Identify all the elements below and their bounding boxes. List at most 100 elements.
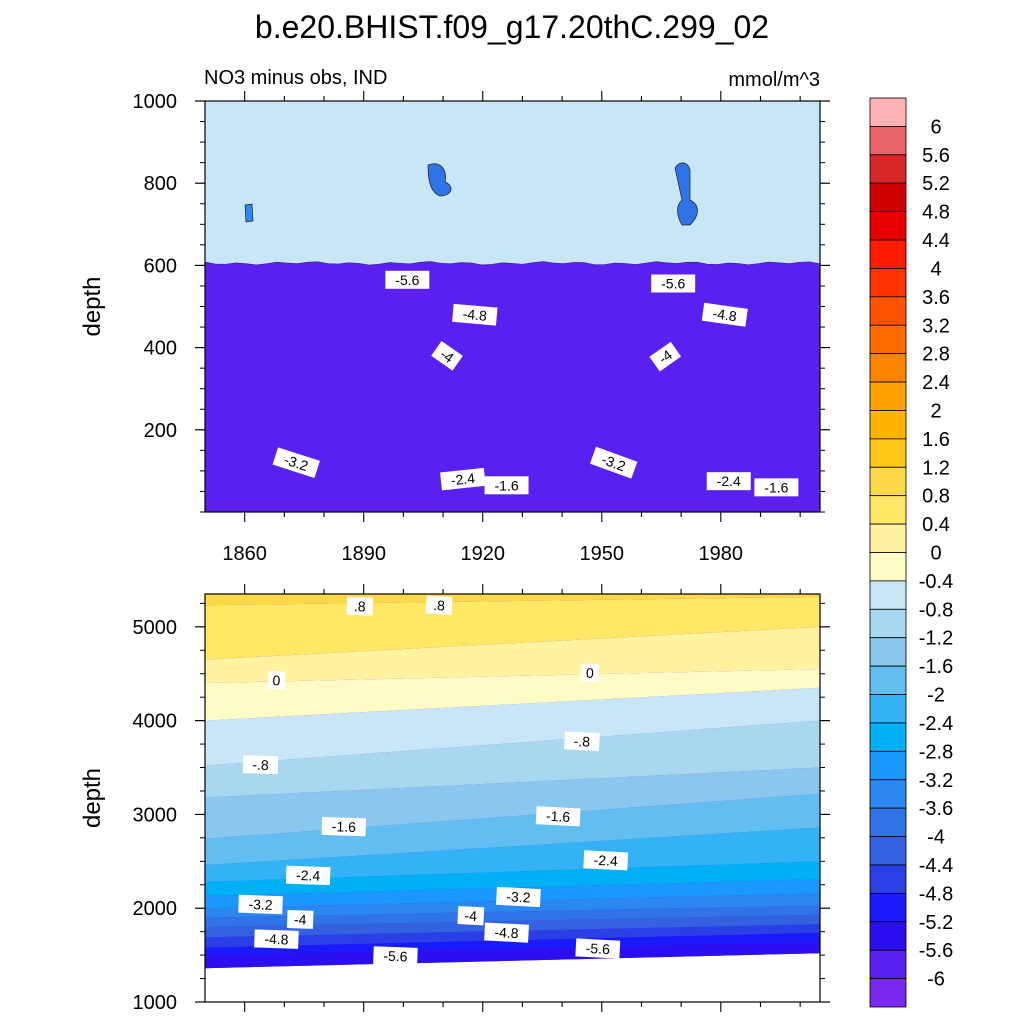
colorbar-tick-label: -0.4 — [919, 571, 953, 593]
colorbar-tick-label: 3.6 — [922, 287, 950, 309]
contour-label-bg — [706, 472, 751, 491]
colorbar-tick-label: -2.8 — [919, 741, 953, 763]
contour-label-bg — [535, 806, 581, 827]
colorbar-swatch — [869, 864, 907, 894]
colorbar-swatch — [869, 268, 907, 298]
y-tick-label: 2000 — [133, 898, 178, 920]
contour-label-text: -2.4 — [593, 852, 618, 869]
colorbar-swatch — [869, 779, 907, 809]
contour-label-bg — [242, 755, 279, 775]
x-tick-label: 1860 — [222, 543, 267, 565]
contour-label-bg — [583, 850, 629, 871]
colorbar-swatch — [869, 921, 907, 951]
contour-label-bg — [440, 467, 486, 491]
colorbar-tick-label: -2 — [927, 685, 945, 707]
y-tick-label: 1000 — [133, 91, 178, 113]
lower-contour-field — [205, 594, 820, 969]
contour-label: -1.6 — [321, 816, 367, 837]
x-tick-label: 1920 — [460, 543, 505, 565]
upper-contour-field — [205, 101, 820, 512]
contour-label: -4 — [649, 341, 682, 372]
colorbar-swatch — [869, 353, 907, 383]
colorbar-tick-label: -3.6 — [919, 798, 953, 820]
colorbar-tick-label: -4.4 — [919, 855, 953, 877]
contour-label: 0 — [267, 670, 286, 690]
colorbar-tick-label: 1.2 — [922, 457, 950, 479]
contour-label: -4.8 — [254, 929, 299, 949]
contour-label-bg — [254, 929, 299, 949]
contour-label-text: -4.8 — [462, 306, 488, 324]
colorbar-swatch — [869, 523, 907, 553]
contour-label-bg — [285, 865, 331, 886]
colorbar-swatch — [869, 637, 907, 667]
contour-label-bg — [484, 476, 529, 495]
x-tick-label: 1980 — [699, 543, 744, 565]
colorbar-swatch — [869, 580, 907, 610]
colorbar: 6 5.6 5.2 4.8 4.4 4 3.6 3.2 2.8 2.4 2 1.6 1.2 0.8 0.4 0… — [869, 97, 953, 1008]
contour-label-bg — [457, 906, 485, 926]
contour-label-text: 0 — [272, 672, 281, 688]
contour-label-bg — [651, 274, 696, 293]
contour-label: -4 — [431, 340, 463, 371]
colorbar-swatch — [869, 892, 907, 923]
colorbar-swatch — [869, 722, 907, 752]
colorbar-tick-label: 5.2 — [922, 173, 950, 195]
contour-label: -4.8 — [452, 303, 498, 326]
contour-label-text: -4 — [464, 907, 477, 924]
contour-label-bg — [649, 341, 682, 372]
colorbar-tick-label: -2.4 — [919, 713, 953, 735]
contour-label: -3.2 — [272, 447, 320, 479]
contour-label: -2.4 — [440, 467, 486, 491]
contour-label-bg — [575, 938, 621, 959]
contour-label: -3.2 — [496, 886, 541, 908]
contour-label-text: -1.6 — [764, 479, 788, 495]
contour-band — [205, 793, 820, 866]
colorbar-swatch — [869, 466, 907, 497]
contour-label: -2.4 — [706, 472, 751, 491]
contour-label-text: -1.6 — [494, 477, 518, 493]
contour-label-bg — [701, 302, 748, 327]
contour-feature — [674, 162, 698, 226]
colorbar-tick-label: -5.2 — [919, 912, 953, 934]
contour-label: 0 — [580, 663, 599, 683]
contour-band — [205, 261, 820, 512]
contour-label-bg — [373, 946, 418, 966]
contour-label-bg — [452, 303, 498, 326]
colorbar-tick-label: -4.8 — [919, 883, 953, 905]
contour-label: -2.4 — [583, 850, 629, 871]
contour-band — [205, 626, 820, 684]
contour-label-text: -1.6 — [546, 808, 571, 825]
y-axis-title: depth — [79, 768, 106, 828]
colorbar-swatch — [869, 694, 907, 724]
contour-label-bg — [238, 894, 283, 915]
contour-band — [205, 941, 820, 969]
colorbar-swatch — [869, 324, 907, 355]
contour-label-bg — [754, 478, 799, 497]
colorbar-swatch — [869, 438, 907, 468]
contour-label-bg — [563, 731, 600, 752]
contour-label: .8 — [346, 596, 374, 616]
colorbar-swatch — [869, 608, 907, 639]
colorbar-swatch — [869, 495, 907, 525]
contour-label-bg — [425, 595, 453, 615]
colorbar-tick-label: -0.8 — [919, 599, 953, 621]
colorbar-swatch — [869, 296, 907, 326]
contour-label: -3.2 — [238, 894, 283, 915]
colorbar-tick-label: 0.4 — [922, 514, 950, 536]
contour-label-text: -.8 — [573, 733, 590, 750]
colorbar-tick-label: -6 — [927, 969, 945, 991]
colorbar-tick-label: -3.2 — [919, 770, 953, 792]
contour-label-bg — [484, 922, 529, 943]
contour-label: -5.6 — [385, 270, 430, 289]
y-tick-label: 3000 — [133, 804, 178, 826]
colorbar-tick-label: -1.6 — [919, 656, 953, 678]
contour-label: -3.2 — [589, 446, 638, 479]
upper-panel: 200 400 600 800 1000 1860 1890 1920 1950 1980 dept… — [79, 91, 830, 565]
colorbar-tick-label: 0 — [930, 543, 941, 565]
colorbar-tick-label: 5.6 — [922, 145, 950, 167]
left-subtitle: NO3 minus obs, IND — [204, 67, 387, 89]
contour-label: -2.4 — [285, 865, 331, 886]
contour-label-text: .8 — [433, 597, 446, 614]
y-tick-label: 4000 — [133, 711, 178, 733]
